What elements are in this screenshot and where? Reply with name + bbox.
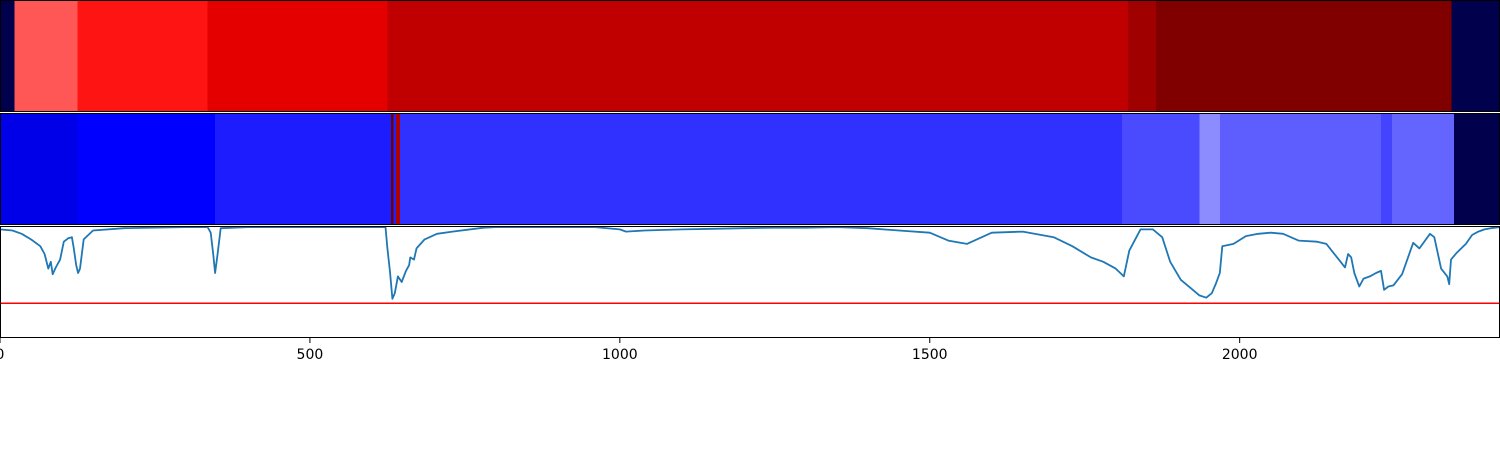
line-track-background (0, 226, 1500, 338)
heatmap-cell (1121, 113, 1200, 225)
heatmap-cell (387, 0, 1129, 112)
heatmap-track-middle (0, 113, 1500, 225)
heatmap-cell (1199, 113, 1220, 225)
x-tick-label: 2000 (1222, 347, 1258, 363)
series-line (0, 226, 1500, 300)
heatmap-cell (1155, 0, 1452, 112)
heatmap-cell (77, 113, 216, 225)
heatmap-cell (77, 0, 208, 112)
heatmap-cell (393, 113, 397, 225)
heatmap-cell (1128, 0, 1156, 112)
heatmap-cell (1380, 113, 1393, 225)
heatmap-cell (207, 0, 388, 112)
heatmap-cell (215, 113, 392, 225)
heatmap-cell (0, 0, 15, 112)
line-track (0, 226, 1500, 338)
x-axis: 0 500 1000 1500 2000 (0, 338, 1257, 363)
heatmap-cell (1392, 113, 1455, 225)
x-tick-label: 500 (297, 347, 324, 363)
x-tick-label: 0 (0, 347, 4, 363)
x-tick-label: 1500 (912, 347, 948, 363)
heatmap-cell (14, 0, 78, 112)
heatmap-track-top (0, 0, 1500, 112)
heatmap-cell (1219, 113, 1381, 225)
heatmap-cell (399, 113, 1122, 225)
heatmap-cell (1451, 0, 1500, 112)
heatmap-cell (1454, 113, 1500, 225)
heatmap-cell (0, 113, 78, 225)
heatmap-cell (391, 113, 394, 225)
heatmap-cell (396, 113, 400, 225)
x-tick-label: 1000 (602, 347, 638, 363)
